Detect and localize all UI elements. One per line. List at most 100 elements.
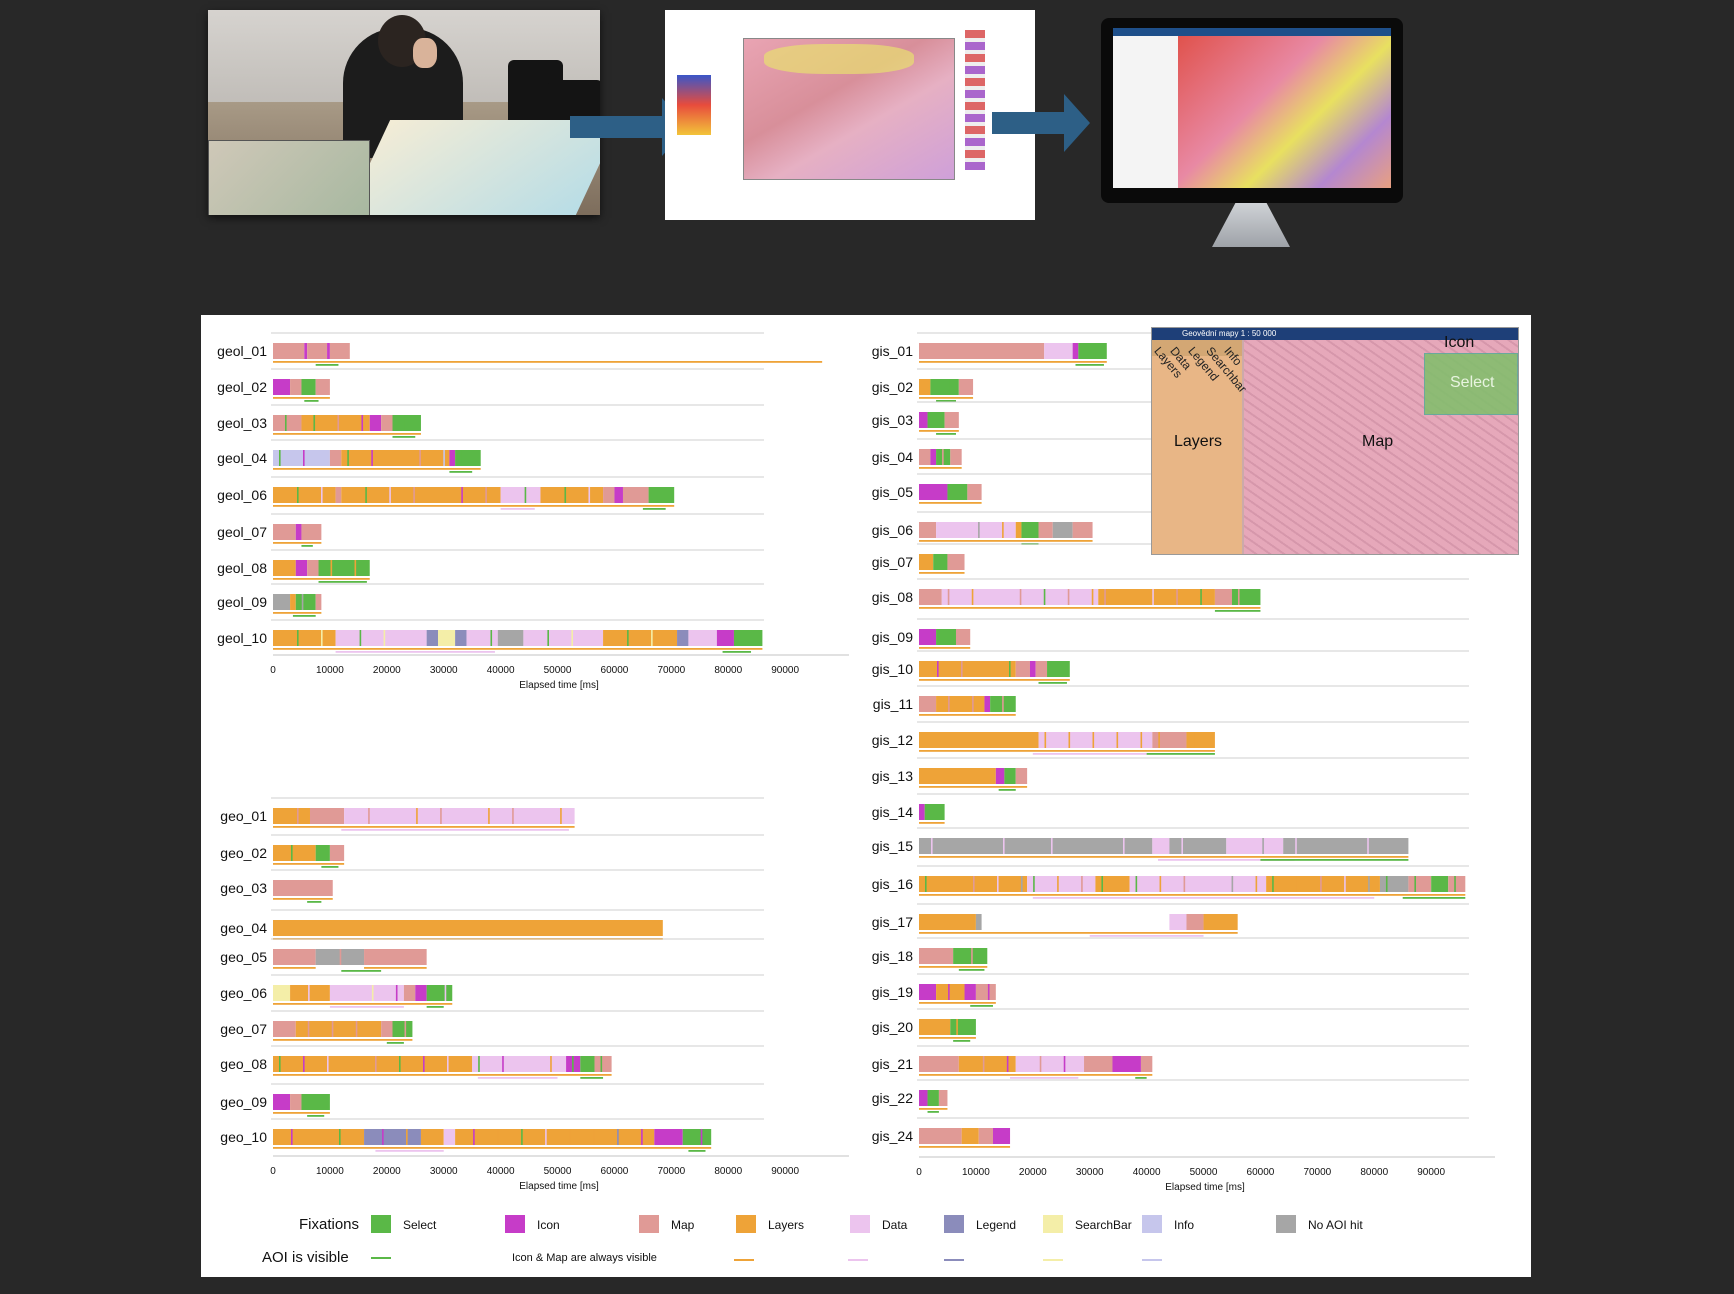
fixation-segment — [1448, 876, 1466, 892]
fixation-segment — [919, 379, 931, 395]
aoi-visible-bar — [273, 361, 823, 363]
fixation-tick — [569, 1129, 571, 1145]
fixation-tick — [1002, 696, 1004, 712]
fixation-tick — [404, 1021, 407, 1037]
fixation-segment — [933, 554, 948, 570]
fixation-tick — [1044, 732, 1047, 748]
fixation-tick — [971, 589, 974, 605]
x-tick-label: 10000 — [316, 665, 344, 676]
fixation-segment — [603, 630, 678, 646]
fixation-tick — [407, 630, 410, 646]
fixation-segment — [919, 412, 928, 428]
fixation-tick — [567, 920, 569, 936]
fixation-segment — [392, 415, 421, 431]
fixation-segment — [369, 415, 382, 431]
fixation-segment — [304, 343, 308, 359]
fixation-tick — [412, 949, 414, 965]
participant-label: gis_15 — [872, 838, 913, 854]
fixation-segment — [364, 949, 427, 965]
fixation-segment — [919, 449, 931, 465]
aoi-visible-bar — [386, 1042, 404, 1044]
fixation-tick — [1123, 838, 1125, 854]
fixation-tick — [979, 838, 981, 854]
aoi-visible-bar — [919, 894, 1466, 896]
x-tick-label: 20000 — [1019, 1167, 1047, 1178]
fixation-tick — [392, 808, 394, 824]
fixation-tick — [1367, 838, 1369, 854]
fixation-tick — [291, 1129, 293, 1145]
aoi-visible-bar — [1038, 682, 1067, 684]
fixation-tick — [375, 920, 377, 936]
fixation-tick — [375, 1056, 377, 1072]
label-layers: Layers — [1174, 433, 1223, 450]
x-tick-label: 70000 — [657, 1166, 685, 1177]
fixation-segment — [329, 845, 345, 861]
fixation-segment — [984, 696, 991, 712]
fixation-segment — [958, 1056, 1016, 1072]
fixation-tick — [600, 1056, 603, 1072]
fixation-tick — [285, 880, 287, 896]
fixation-tick — [297, 808, 299, 824]
aoi-visible-bar — [364, 967, 427, 969]
fixation-segment — [1095, 876, 1130, 892]
participant-label: geol_03 — [217, 415, 267, 431]
fixation-tick — [285, 1021, 287, 1037]
aoi-visible-bar — [642, 508, 666, 510]
aoi-visible-bar — [273, 578, 370, 580]
fixation-segment — [307, 343, 328, 359]
fixation-segment — [273, 808, 310, 824]
aoi-visible-bar — [335, 651, 495, 653]
participant-label: geo_05 — [220, 949, 267, 965]
monitor-stand — [1212, 203, 1290, 247]
aoi-visible-bar — [315, 364, 339, 366]
fixation-segment — [1072, 343, 1079, 359]
aoi-visible-bar — [273, 612, 322, 614]
fixation-segment — [301, 1094, 330, 1110]
aoi-visible-bar — [307, 901, 322, 903]
fixation-tick — [1454, 876, 1456, 892]
fixation-segment — [1072, 522, 1093, 538]
fixation-tick — [297, 630, 299, 646]
fixation-segment — [1084, 1056, 1113, 1072]
fixation-tick — [925, 876, 927, 892]
aoi-visible-bar — [919, 679, 1070, 681]
fixation-tick — [591, 920, 593, 936]
fixation-tick — [315, 1129, 317, 1145]
fixation-tick — [961, 661, 963, 677]
fixation-segment — [1015, 1056, 1085, 1072]
fixation-tick — [327, 1056, 329, 1072]
fixation-segment — [1078, 343, 1107, 359]
aoi-visible-bar — [919, 647, 971, 649]
participant-label: gis_13 — [872, 768, 913, 784]
fixation-tick — [1021, 732, 1023, 748]
aoi-visible-bar — [273, 1112, 330, 1114]
fixation-segment — [335, 487, 342, 503]
gis-icon-bar — [1152, 340, 1242, 356]
fixation-tick — [473, 1129, 475, 1145]
fixation-tick — [1237, 589, 1240, 605]
fixation-tick — [464, 808, 466, 824]
fixation-tick — [471, 920, 473, 936]
fixation-segment — [455, 450, 481, 466]
fixation-tick — [617, 1129, 619, 1145]
fixation-tick — [1227, 914, 1230, 930]
fixation-timeline-chart: geol_01 geol_02 geol_03 geol_04 geol_06 geol_… — [217, 332, 1495, 1266]
aoi-visible-bar — [273, 468, 481, 470]
fixation-tick — [1414, 876, 1417, 892]
fixation-segment — [919, 768, 996, 784]
aoi-visible-bar — [580, 1077, 604, 1079]
fixation-tick — [1057, 876, 1059, 892]
gis-screenshot-inset: Geovědní mapy 1 : 50 000 Icon Select Lay… — [1151, 327, 1519, 555]
fixation-tick — [488, 808, 490, 824]
fixation-tick — [331, 1021, 334, 1037]
fixation-segment — [318, 560, 370, 576]
fixation-segment — [919, 343, 1045, 359]
x-tick-label: 90000 — [771, 665, 799, 676]
fixation-tick — [404, 415, 407, 431]
fixation-segment — [924, 804, 945, 820]
participant-label: geol_07 — [217, 524, 267, 540]
aoi-visible-bar — [1260, 859, 1409, 861]
fixation-segment — [1015, 522, 1022, 538]
fixation-segment — [927, 1090, 939, 1106]
fixation-segment — [273, 379, 291, 395]
